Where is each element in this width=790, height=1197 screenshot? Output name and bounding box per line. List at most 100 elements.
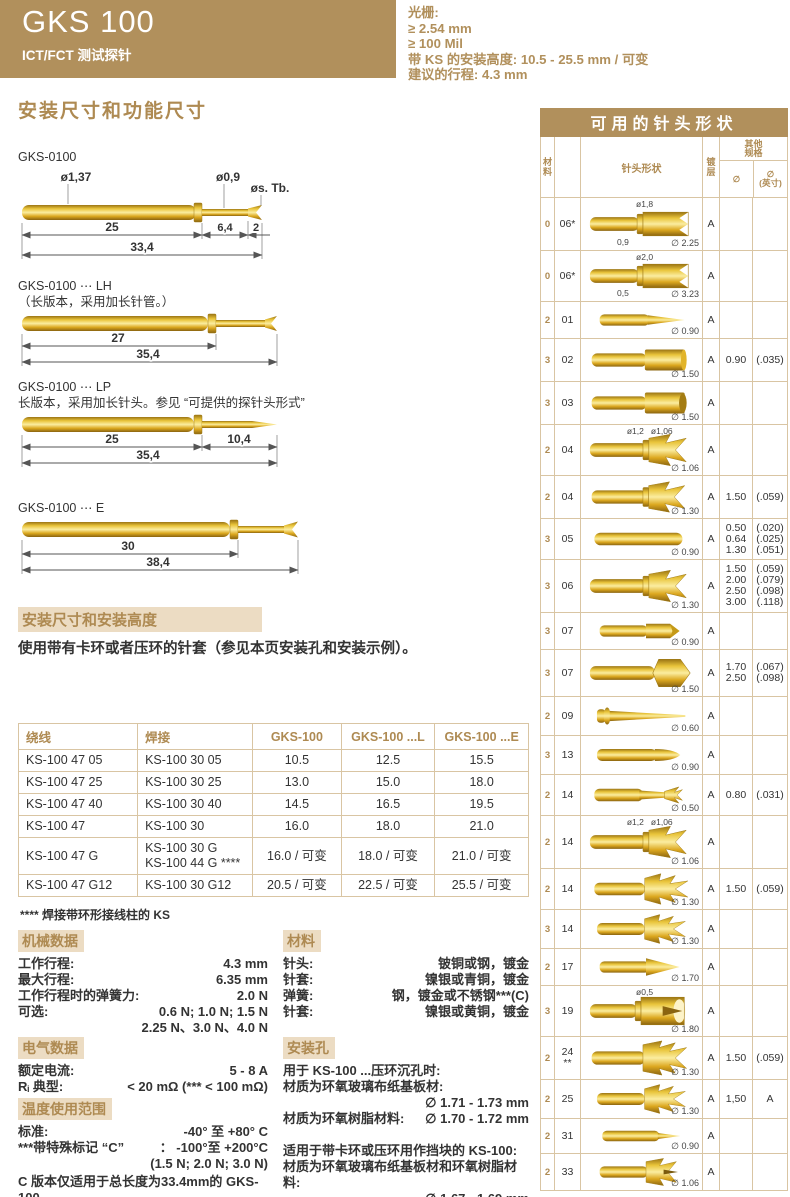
spec-line: 带 KS 的安装高度: 10.5 - 25.5 mm / 可变 — [408, 51, 649, 67]
tip-shapes-table: 材料 针头形状 镀层 其他 规格 ∅ ∅ (英寸) 0 06* ø1,8 0,9 ∅ 2… — [540, 137, 788, 1191]
tip-material: 0 — [541, 198, 555, 250]
tip-dim-label: ø1,2 ø1,06 — [626, 426, 673, 436]
info-value: ∅ 1.70 - 1.72 mm — [425, 1111, 529, 1126]
info-row: 材质为环氧树脂材料: ∅ 1.70 - 1.72 mm — [283, 1111, 529, 1127]
tip-row: 2 14 ø1,2 ø1,06 ∅ 1.06 A — [541, 816, 787, 869]
tip-number: 19 — [555, 986, 581, 1036]
info-value: 2.0 N — [236, 988, 268, 1003]
tip-shape-cell: ∅ 1.50 — [581, 382, 703, 424]
tip-other-dia-inch — [753, 986, 787, 1036]
probe-tip-icon — [596, 1084, 685, 1114]
spec-cell: 18.0 / 可变 — [340, 837, 436, 875]
tip-diameter-label: ∅ 1.30 — [671, 1106, 699, 1116]
spec-cell: 13.0 — [252, 771, 342, 794]
probe-tip-icon — [593, 786, 683, 804]
info-row: 针头: 铍铜或钢，镀金 — [283, 956, 529, 972]
spec-cell: KS-100 47 G — [17, 837, 139, 875]
svg-text:6,4: 6,4 — [217, 222, 233, 234]
tip-material: 3 — [541, 560, 555, 612]
info-label: Rᵢ 典型: — [18, 1079, 64, 1094]
tip-material: 3 — [541, 339, 555, 381]
tip-row: 3 07 ∅ 0.90 A — [541, 613, 787, 650]
spec-table-footnote: **** 焊接带环形接线柱的 KS — [20, 908, 171, 922]
tip-other-dia: 1.50 — [720, 476, 753, 518]
spec-cell: KS-100 47 25 — [17, 771, 139, 794]
tip-plating: A — [703, 476, 720, 518]
tip-plating: A — [703, 519, 720, 559]
tip-row: 3 07 ∅ 1.50 A 1.70 2.50 (.067) (.098) — [541, 650, 787, 697]
col-other-specs-label: 其他 规格 — [720, 137, 787, 161]
tip-dim-label: 0,9 — [617, 237, 629, 247]
section-title-mounting: 安装尺寸和安装高度 — [18, 607, 262, 632]
tip-number: 06* — [555, 198, 581, 250]
tip-other-dia: 0.80 — [720, 775, 753, 815]
spec-col-header: GKS-100 ...E — [434, 723, 529, 750]
tip-row: 2 14 ∅ 0.50 A 0.80 (.031) — [541, 775, 787, 816]
spec-cell: KS-100 30 G KS-100 44 G **** — [137, 837, 254, 875]
tip-other-dia-inch — [753, 382, 787, 424]
tip-material: 2 — [541, 1037, 555, 1079]
tip-row: 2 04 ø1,2 ø1,06 ∅ 1.06 A — [541, 425, 787, 476]
tip-row: 0 06* ø2,0 0,5 ∅ 3.23 A — [541, 251, 787, 302]
probe-drawing: ø1,37 ø0,9 øs. Tb. 25 6,4 — [21, 170, 289, 259]
info-value: ∅ 1.71 - 1.73 mm — [425, 1095, 529, 1110]
spec-cell: KS-100 47 05 — [17, 749, 139, 772]
tip-diameter-label: ∅ 1.50 — [671, 684, 699, 694]
tip-diameter-label: ∅ 0.90 — [671, 762, 699, 772]
tip-other-dia-inch — [753, 251, 787, 301]
table-row: KS-100 47 KS-100 30 16.0 18.0 21.0 — [17, 815, 529, 838]
tip-number: 33 — [555, 1154, 581, 1190]
tip-shape-cell: ø1,8 0,9 ∅ 2.25 — [581, 198, 703, 250]
tip-shape-cell: ∅ 0.90 — [581, 302, 703, 338]
probe-tip-icon — [596, 749, 680, 761]
info-label: 针套: — [283, 1004, 314, 1019]
tip-other-dia — [720, 1119, 753, 1153]
tip-shape-cell: ∅ 1.70 — [581, 949, 703, 985]
figure-label: GKS-0100 ⋯ LP — [18, 380, 112, 394]
spec-cell: KS-100 30 G12 — [137, 874, 254, 897]
tip-shapes-panel: 可用的针头形状 材料 针头形状 镀层 其他 规格 ∅ ∅ (英寸) 0 06* ø1… — [540, 108, 788, 1197]
tip-number: 07 — [555, 613, 581, 649]
tip-other-dia-inch — [753, 816, 787, 868]
figure-gks0100-lp: GKS-0100 ⋯ LP 长版本，采用加长针头。参见 “可提供的探针头形式” … — [18, 379, 532, 474]
tip-shape-cell: ∅ 0.50 — [581, 775, 703, 815]
section-materials: 材料 针头: 铍铜或钢，镀金 针套: 镍银或青铜，镀金 弹簧: 钢，镀金或不锈钢***(C… — [283, 930, 529, 1020]
tip-other-dia-inch: (.067) (.098) — [756, 661, 784, 684]
tip-shape-cell: ø1,2 ø1,06 ∅ 1.06 — [581, 425, 703, 475]
probe-tip-icon — [591, 349, 687, 371]
info-value: 4.3 mm — [223, 956, 268, 971]
svg-text:25: 25 — [105, 220, 119, 234]
probe-drawing: 27 35,4 — [21, 313, 278, 366]
info-row: 标准: -40° 至 +80° C — [18, 1124, 268, 1140]
info-row: 材质为环氧玻璃布纸基板材: — [283, 1079, 529, 1095]
tip-other-dia — [720, 986, 753, 1036]
svg-text:30: 30 — [121, 539, 135, 553]
tip-row: 2 24 ** ∅ 1.30 A 1.50 (.059) — [541, 1037, 787, 1080]
figure-label: GKS-0100 ⋯ LH — [18, 279, 112, 293]
header-band: GKS 100 ICT/FCT 测试探针 — [0, 0, 396, 78]
spec-cell: 16.0 — [252, 815, 342, 838]
info-row: ∅ 1.71 - 1.73 mm — [283, 1095, 529, 1111]
info-row: 工作行程: 4.3 mm — [18, 956, 268, 972]
info-label: 额定电流: — [18, 1063, 75, 1078]
tip-plating: A — [703, 1154, 720, 1190]
tip-other-dia-inch — [753, 198, 787, 250]
tip-material: 2 — [541, 949, 555, 985]
section-mechanical-data: 机械数据 工作行程: 4.3 mm 最大行程: 6.35 mm 工作行程时的弹簧力: 2.… — [18, 930, 268, 1036]
info-label: 弹簧: — [283, 988, 314, 1003]
probe-tip-icon — [599, 1158, 678, 1186]
tip-diameter-label: ∅ 0.50 — [671, 803, 699, 813]
tip-plating: A — [703, 560, 720, 612]
spec-cell: 25.5 / 可变 — [434, 874, 529, 897]
col-plating: 镀层 — [703, 137, 720, 198]
tip-number: 25 — [555, 1080, 581, 1118]
info-row — [283, 1127, 529, 1143]
tip-material: 2 — [541, 697, 555, 735]
spec-col-header: 焊接 — [137, 723, 254, 750]
info-row: 弹簧: 钢，镀金或不锈钢***(C) — [283, 988, 529, 1004]
probe-tip-icon — [589, 211, 688, 237]
temperature-note: C 版本仅适用于总长度为33.4mm的 GKS-100 — [18, 1174, 259, 1197]
info-value: 铍铜或钢，镀金 — [437, 956, 529, 971]
tip-number: 07 — [555, 650, 581, 696]
